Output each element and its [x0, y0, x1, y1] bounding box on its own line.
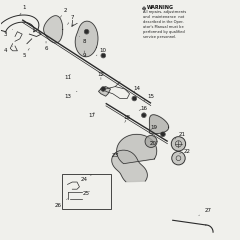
- Circle shape: [171, 137, 186, 151]
- Polygon shape: [145, 136, 157, 147]
- Text: 10: 10: [96, 48, 107, 56]
- Text: 4: 4: [4, 46, 13, 53]
- Circle shape: [172, 151, 185, 165]
- Text: 27: 27: [199, 208, 212, 216]
- Text: 18: 18: [124, 115, 131, 122]
- Circle shape: [102, 54, 105, 57]
- Polygon shape: [150, 115, 169, 134]
- Text: 8: 8: [79, 36, 86, 44]
- Text: 3: 3: [4, 29, 13, 36]
- Text: WARNING: WARNING: [146, 5, 174, 10]
- Text: 22: 22: [180, 149, 190, 154]
- Polygon shape: [75, 21, 98, 57]
- Text: 21: 21: [175, 132, 186, 139]
- Text: 20: 20: [150, 141, 157, 146]
- Text: 24: 24: [81, 175, 91, 182]
- Text: All repairs, adjustments
and  maintenance  not
described in the Oper-
ator's Man: All repairs, adjustments and maintenance…: [143, 10, 186, 40]
- Text: 7: 7: [67, 15, 74, 24]
- Text: 11: 11: [64, 74, 71, 79]
- Text: 17: 17: [88, 112, 95, 118]
- Polygon shape: [99, 87, 110, 96]
- Text: 13: 13: [64, 91, 77, 99]
- Polygon shape: [143, 7, 145, 9]
- Text: 2: 2: [60, 8, 67, 17]
- Circle shape: [133, 97, 136, 100]
- Text: 16: 16: [139, 106, 147, 111]
- Circle shape: [162, 133, 164, 136]
- Polygon shape: [117, 134, 157, 164]
- Text: 14: 14: [133, 86, 140, 92]
- Polygon shape: [44, 16, 63, 43]
- Circle shape: [102, 88, 105, 90]
- Text: 26: 26: [54, 199, 67, 208]
- Polygon shape: [112, 150, 147, 182]
- Text: !: !: [142, 6, 144, 10]
- Text: 9: 9: [83, 51, 86, 58]
- Text: 5: 5: [23, 48, 29, 58]
- Circle shape: [85, 30, 88, 33]
- Text: 25: 25: [83, 191, 90, 197]
- Circle shape: [142, 114, 145, 117]
- Text: 1: 1: [20, 5, 26, 15]
- Text: 15: 15: [144, 94, 155, 101]
- Text: 19: 19: [150, 125, 157, 130]
- Text: 23: 23: [112, 153, 119, 158]
- Text: 6: 6: [44, 41, 48, 51]
- Text: 12: 12: [97, 72, 104, 79]
